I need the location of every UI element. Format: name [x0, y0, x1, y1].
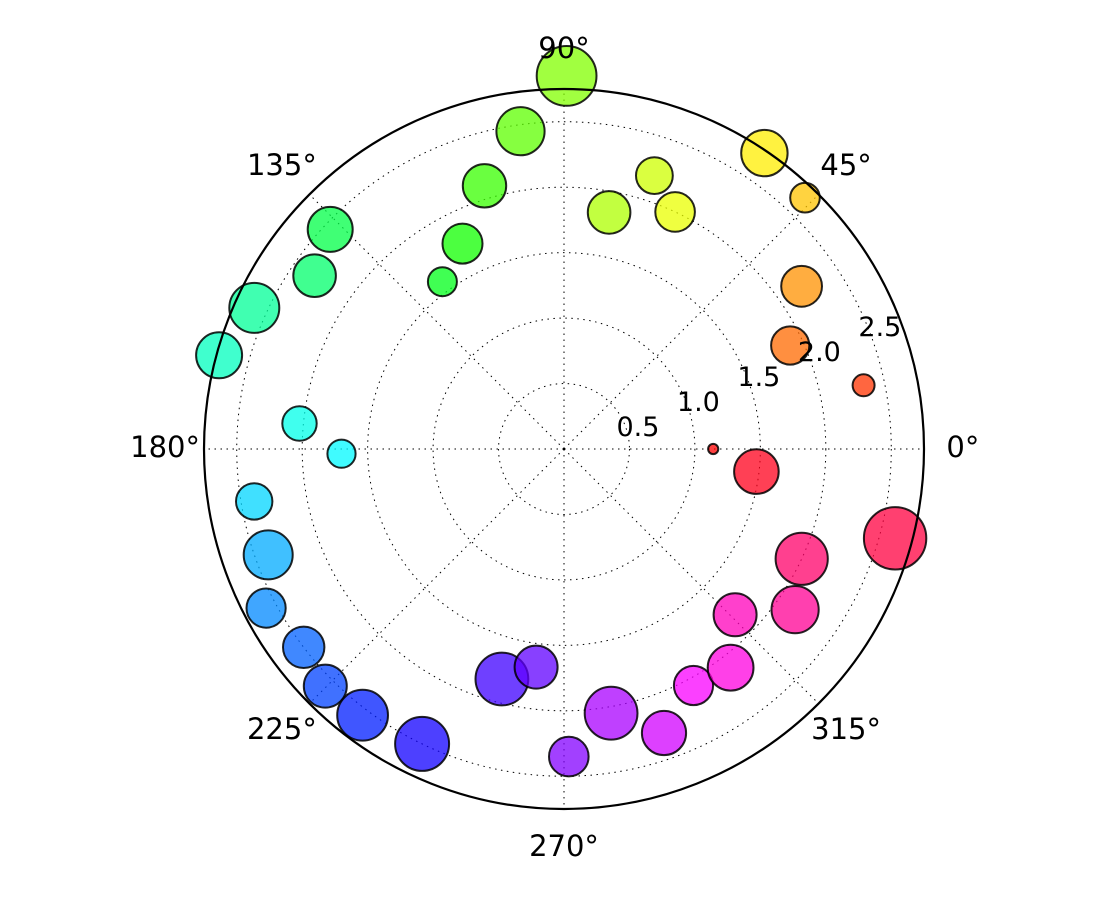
- scatter-point-22: [245, 587, 287, 629]
- scatter-point-2: [770, 325, 811, 366]
- scatter-point-35: [770, 585, 820, 635]
- scatter-point-12: [441, 222, 484, 265]
- radial-gridline-0: [498, 383, 630, 515]
- scatter-point-11: [461, 163, 508, 209]
- angular-tick-label-6: 270°: [529, 829, 599, 863]
- radial-tick-label-3: 2.0: [798, 337, 841, 368]
- scatter-point-17: [195, 331, 244, 380]
- scatter-point-38: [733, 448, 780, 495]
- scatter-point-5: [740, 128, 789, 178]
- angular-gridline-7: [563, 448, 819, 704]
- scatter-point-6: [654, 191, 696, 233]
- scatter-point-9: [535, 45, 598, 107]
- scatter-point-19: [326, 438, 357, 469]
- scatter-point-23: [282, 625, 326, 669]
- scatter-point-1: [851, 373, 876, 398]
- angular-gridline-5: [309, 448, 565, 704]
- radial-gridline-4: [236, 121, 892, 777]
- radial-tick-label-2: 1.5: [737, 362, 780, 393]
- angular-tick-label-2: 90°: [538, 31, 589, 65]
- scatter-points: [195, 45, 928, 778]
- scatter-point-16: [228, 281, 281, 334]
- angular-tick-label-5: 225°: [247, 712, 317, 746]
- scatter-point-3: [780, 264, 823, 308]
- polar-frame: [202, 87, 926, 811]
- radial-gridline-1: [432, 317, 696, 581]
- scatter-point-18: [281, 405, 318, 442]
- scatter-point-13: [426, 266, 458, 298]
- scatter-point-24: [302, 663, 348, 709]
- angular-tick-label-4: 180°: [130, 430, 200, 464]
- scatter-point-20: [235, 482, 274, 521]
- scatter-point-25: [336, 688, 390, 742]
- scatter-point-33: [706, 643, 755, 692]
- scatter-point-29: [548, 735, 590, 778]
- radial-tick-label-4: 2.5: [858, 312, 901, 343]
- scatter-point-10: [495, 106, 546, 157]
- scatter-point-32: [672, 664, 715, 707]
- scatter-point-31: [640, 709, 688, 757]
- angular-tick-label-1: 45°: [820, 148, 871, 182]
- polar-grid: [204, 89, 924, 809]
- scatter-point-14: [306, 205, 354, 253]
- scatter-point-21: [242, 529, 294, 581]
- angular-tick-label-7: 315°: [811, 712, 881, 746]
- scatter-point-4: [789, 181, 821, 214]
- angular-gridline-1: [563, 194, 819, 450]
- scatter-point-30: [583, 685, 639, 741]
- angular-tick-label-0: 0°: [946, 430, 979, 464]
- scatter-point-37: [862, 506, 928, 571]
- scatter-point-34: [712, 592, 758, 638]
- radial-tick-labels: 0.5 1.0 1.5 2.0 2.5: [617, 312, 902, 443]
- radial-tick-label-1: 1.0: [677, 387, 720, 418]
- scatter-point-36: [774, 531, 829, 586]
- radial-gridline-3: [301, 186, 827, 712]
- scatter-point-0: [707, 442, 720, 456]
- scatter-point-28: [513, 644, 559, 690]
- scatter-point-26: [394, 715, 451, 772]
- angular-tick-labels: 0° 45° 90° 135° 180° 225° 270° 315°: [130, 31, 979, 863]
- scatter-point-8: [586, 190, 632, 235]
- angular-tick-label-3: 135°: [247, 148, 317, 182]
- scatter-point-15: [292, 253, 337, 299]
- scatter-point-7: [635, 156, 674, 196]
- radial-tick-label-0: 0.5: [617, 412, 660, 443]
